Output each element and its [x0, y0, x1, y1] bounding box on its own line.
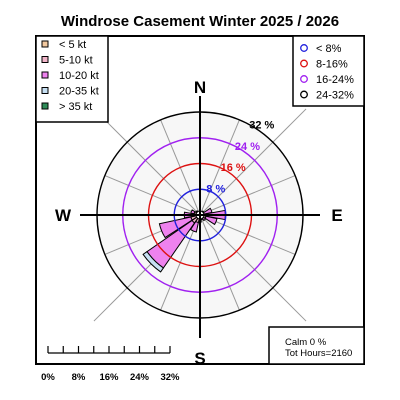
ring-label-24: 24 % — [235, 141, 260, 153]
radial-gridline — [199, 108, 307, 216]
speed-legend-swatch-3 — [41, 87, 49, 94]
ring-label-16: 16 % — [221, 162, 246, 174]
speed-legend-label-2: 10-20 kt — [59, 70, 99, 82]
compass-n: N — [194, 78, 206, 97]
ring-legend: < 8% 8-16% 16-24% 24-32% — [292, 35, 365, 107]
scale-bar-label-1: 8% — [72, 372, 86, 383]
calm-box-frame — [268, 326, 365, 365]
compass-e: E — [331, 206, 342, 225]
ring-label-8: 8 % — [206, 184, 225, 196]
wedge-ssw-bin-2 — [189, 220, 199, 233]
calm-box: Calm 0 % Tot Hours=2160 — [268, 326, 365, 365]
compass-labels: N E S W — [55, 78, 343, 368]
scale-bar-label-3: 24% — [130, 372, 150, 383]
ring-legend-marker-1 — [300, 59, 308, 68]
compass-w: W — [55, 206, 72, 225]
ring-legend-label-1: 8-16% — [316, 59, 348, 71]
speed-legend-label-0: < 5 kt — [59, 39, 86, 51]
scale-bar-label-2: 16% — [99, 372, 119, 383]
wedge-ese-bin-2 — [204, 215, 218, 226]
ring-legend-box — [292, 35, 365, 107]
plot-frame — [35, 35, 365, 365]
speed-legend-swatch-1 — [41, 56, 49, 63]
ring-legend-marker-2 — [300, 75, 308, 83]
scale-bar-label-0: 0% — [41, 372, 55, 383]
ring-legend-label-2: 16-24% — [316, 74, 354, 86]
speed-legend-label-1: 5-10 kt — [59, 55, 93, 67]
ring-legend-marker-3 — [300, 90, 308, 99]
calm-text: Calm 0 % — [285, 337, 327, 348]
speed-legend-label-3: 20-35 kt — [59, 86, 99, 98]
ring-legend-label-3: 24-32% — [316, 90, 354, 102]
speed-legend: < 5 kt 5-10 kt 10-20 kt 20-35 kt > 35 kt — [35, 35, 109, 123]
speed-legend-swatch-0 — [41, 40, 49, 48]
ring-legend-label-0: < 8% — [316, 43, 342, 55]
wedge-wnw-bin-2 — [190, 209, 196, 215]
scale-bar-label-4: 32% — [160, 372, 180, 383]
radial-gridline — [199, 214, 307, 322]
speed-legend-label-4: > 35 kt — [59, 101, 92, 113]
ring-legend-marker-0 — [300, 44, 308, 52]
wedge-wsw-bin-2 — [158, 216, 193, 239]
chart-title: Windrose Casement Winter 2025 / 2026 — [61, 13, 339, 30]
speed-legend-swatch-4 — [41, 102, 49, 110]
scale-bar: 0% 8% 16% 24% 32% — [41, 346, 180, 383]
wedge-layer: 8 % 16 % 24 % 32 % — [80, 96, 320, 338]
speed-legend-swatch-2 — [41, 71, 49, 79]
ring-label-32: 32 % — [249, 119, 274, 131]
compass-s: S — [194, 349, 205, 368]
radial-gridline — [93, 108, 201, 216]
wedge-sw-bin-3 — [142, 250, 165, 273]
total-hours-text: Tot Hours=2160 — [285, 348, 352, 359]
